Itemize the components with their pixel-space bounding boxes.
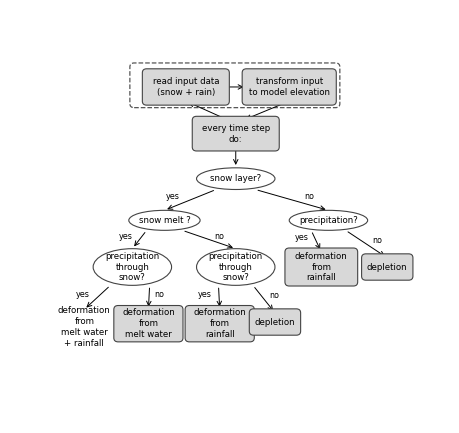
Text: depletion: depletion: [366, 262, 407, 271]
Text: deformation
from
rainfall: deformation from rainfall: [294, 252, 347, 282]
Text: yes: yes: [118, 232, 132, 241]
FancyBboxPatch shape: [241, 69, 336, 105]
Text: yes: yes: [294, 233, 308, 242]
FancyBboxPatch shape: [142, 69, 229, 105]
Text: precipitation
through
snow?: precipitation through snow?: [208, 252, 262, 282]
Text: yes: yes: [76, 290, 90, 299]
FancyBboxPatch shape: [361, 254, 412, 280]
Text: yes: yes: [165, 192, 179, 201]
Ellipse shape: [196, 249, 274, 285]
Text: deformation
from
rainfall: deformation from rainfall: [193, 308, 246, 339]
FancyBboxPatch shape: [192, 116, 279, 151]
Text: no: no: [214, 232, 224, 241]
Text: precipitation
through
snow?: precipitation through snow?: [105, 252, 159, 282]
Text: no: no: [269, 291, 279, 300]
Text: snow melt ?: snow melt ?: [138, 216, 190, 225]
Text: no: no: [371, 236, 381, 245]
FancyBboxPatch shape: [113, 306, 183, 342]
Ellipse shape: [93, 249, 171, 285]
Text: transform input
to model elevation: transform input to model elevation: [248, 77, 329, 97]
Text: snow layer?: snow layer?: [210, 174, 261, 183]
Ellipse shape: [196, 168, 274, 190]
Ellipse shape: [129, 210, 200, 230]
Ellipse shape: [289, 210, 367, 230]
Text: precipitation?: precipitation?: [298, 216, 357, 225]
Text: deformation
from
melt water: deformation from melt water: [122, 308, 174, 339]
Text: no: no: [154, 290, 164, 299]
Text: read input data
(snow + rain): read input data (snow + rain): [152, 77, 218, 97]
Text: no: no: [304, 192, 314, 201]
FancyBboxPatch shape: [249, 309, 300, 335]
Text: yes: yes: [197, 290, 211, 299]
FancyBboxPatch shape: [284, 248, 357, 286]
Text: depletion: depletion: [254, 317, 295, 326]
Text: every time step
do:: every time step do:: [201, 124, 269, 143]
Text: deformation
from
melt water
+ rainfall: deformation from melt water + rainfall: [58, 307, 110, 348]
FancyBboxPatch shape: [185, 306, 254, 342]
